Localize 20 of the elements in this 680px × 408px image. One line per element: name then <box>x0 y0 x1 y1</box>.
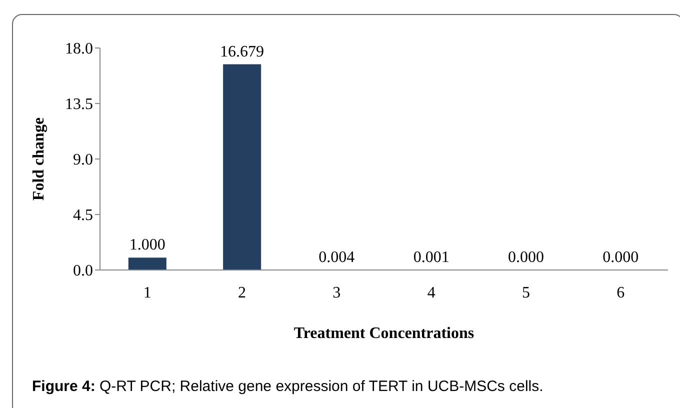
x-tick-label: 6 <box>616 284 625 302</box>
y-tick-label: 18.0 <box>65 40 93 58</box>
y-axis-title: Fold change <box>30 117 48 201</box>
data-label: 0.000 <box>508 249 544 266</box>
caption: Figure 4: Q-RT PCR; Relative gene expression of TERT in UCB-MSCs cells. <box>32 378 544 395</box>
y-tick-label: 4.5 <box>73 207 93 224</box>
data-label: 0.004 <box>318 248 355 266</box>
x-tick-label: 1 <box>143 284 152 302</box>
x-tick-label: 2 <box>238 284 246 302</box>
x-tick-label: 3 <box>332 284 341 302</box>
data-label: 0.000 <box>602 249 639 266</box>
x-axis-title: Treatment Concentrations <box>294 325 474 342</box>
x-tick-label: 5 <box>522 284 530 302</box>
data-label: 16.679 <box>220 43 264 60</box>
y-tick-label: 13.5 <box>65 96 93 114</box>
data-label: 1.000 <box>129 236 166 254</box>
y-tick-label: 9.0 <box>73 152 93 169</box>
y-tick-label: 0.0 <box>73 262 93 280</box>
x-tick-label: 4 <box>427 284 436 302</box>
data-label: 0.001 <box>413 248 450 266</box>
